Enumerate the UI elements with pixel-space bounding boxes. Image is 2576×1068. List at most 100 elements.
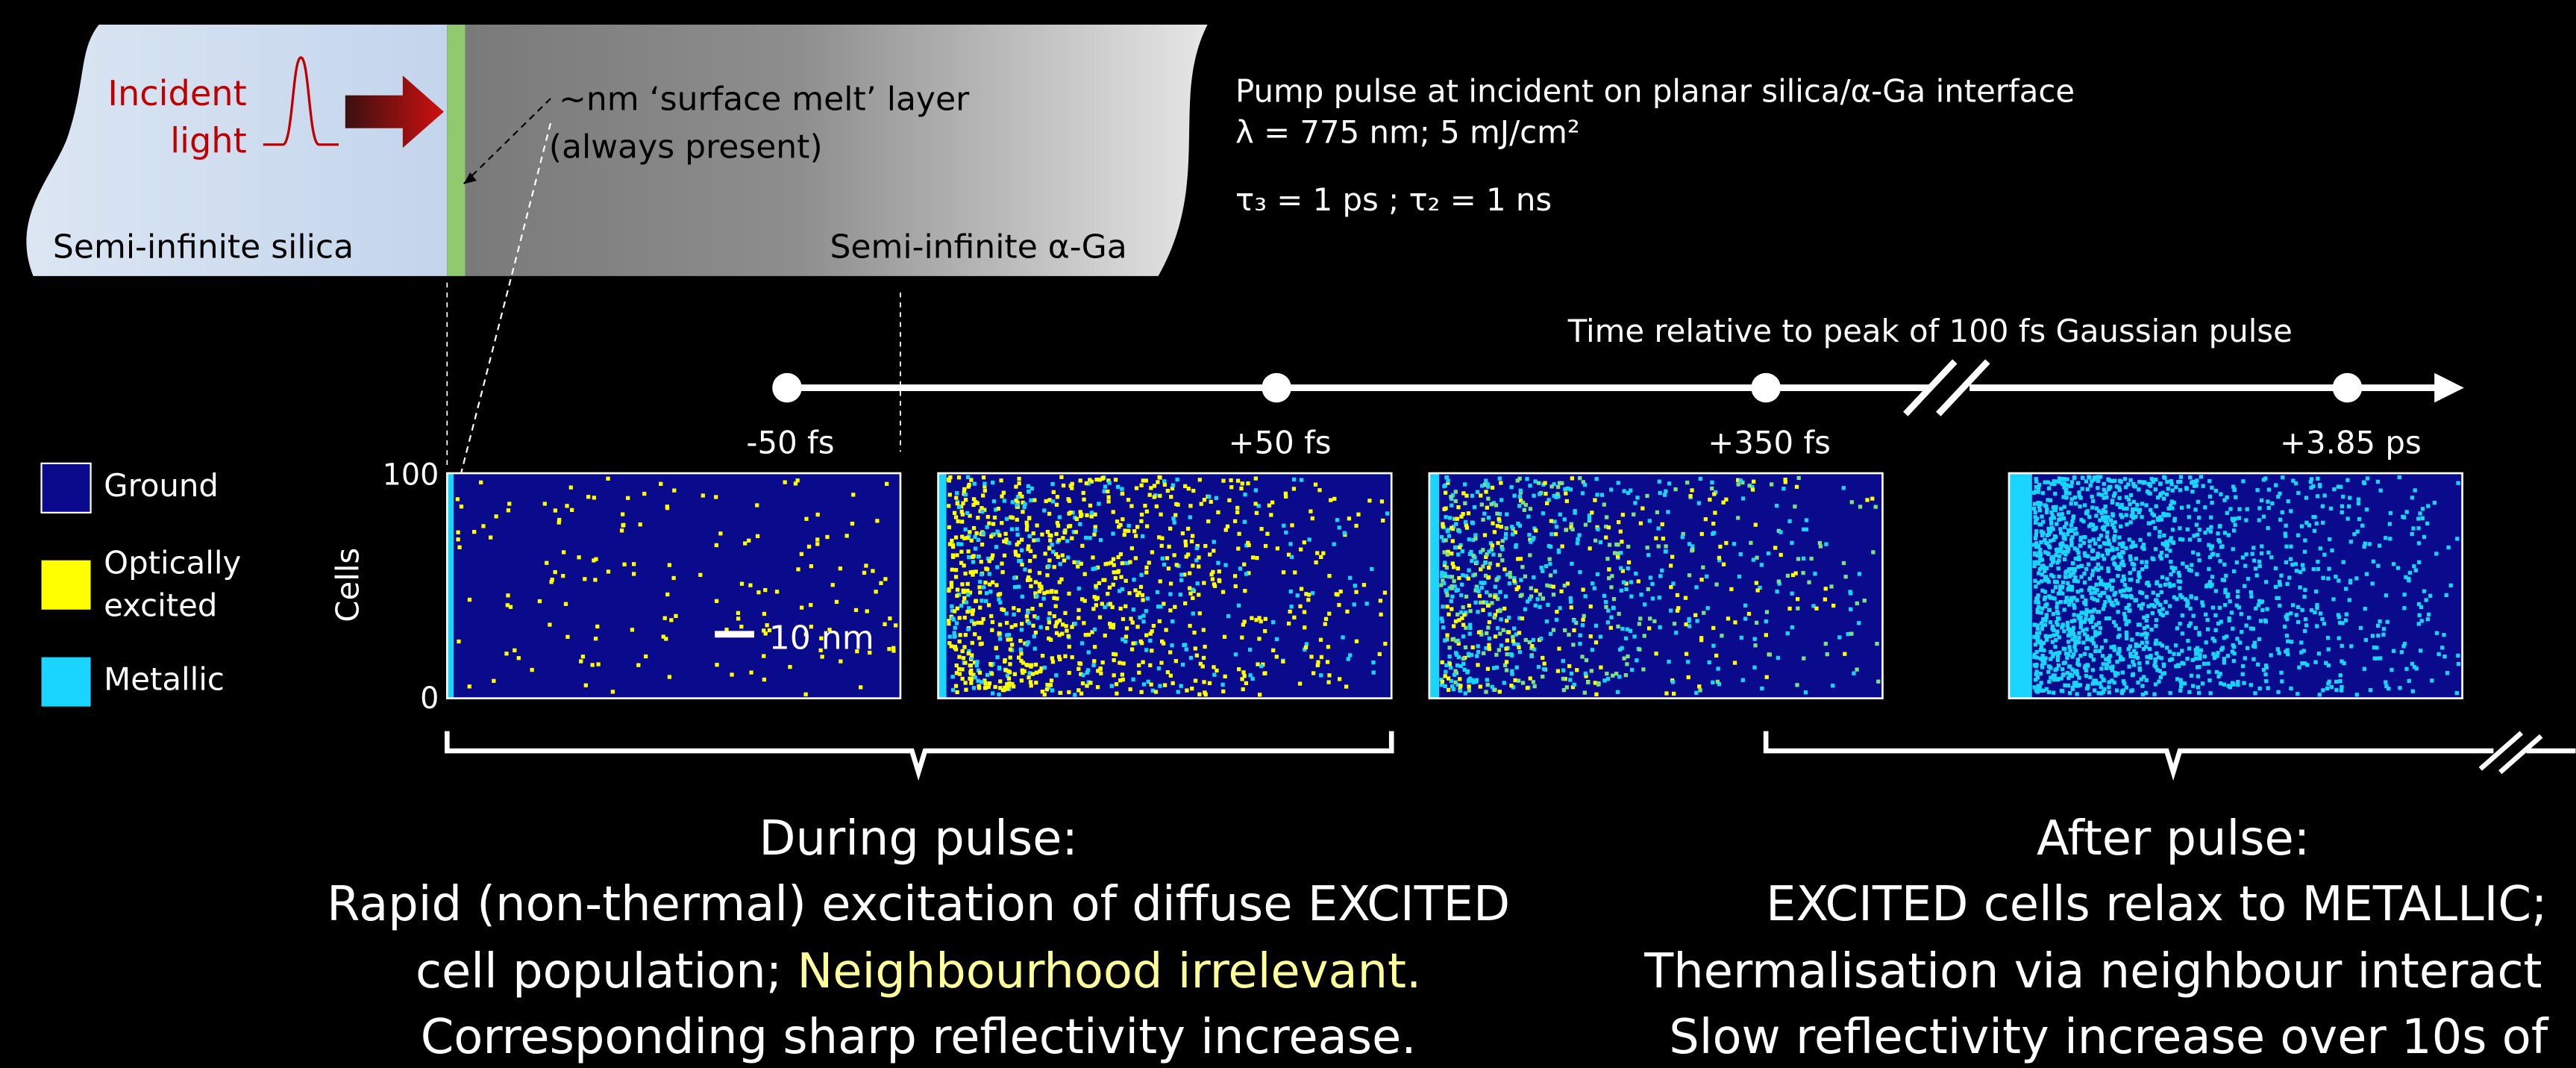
cell — [2219, 545, 2223, 549]
cell — [1466, 669, 1470, 673]
cell — [2289, 545, 2293, 549]
cell — [2187, 690, 2191, 694]
cell — [2099, 675, 2103, 678]
cell — [2099, 685, 2103, 689]
cell — [982, 475, 985, 479]
cell — [2084, 567, 2088, 571]
cell — [1121, 672, 1124, 676]
cell — [1093, 528, 1097, 532]
cell — [1477, 631, 1481, 634]
cell — [2313, 515, 2316, 519]
cell — [1118, 523, 1122, 527]
cell — [1525, 477, 1529, 481]
cell — [1483, 561, 1487, 565]
cell — [2099, 566, 2103, 569]
cell — [2181, 631, 2184, 635]
cell — [2421, 516, 2425, 520]
cell — [1171, 681, 1175, 685]
cell — [1067, 690, 1071, 694]
cell — [1103, 490, 1106, 493]
cell — [2102, 518, 2106, 522]
cell — [1570, 528, 1574, 531]
cell — [959, 561, 963, 565]
cell — [2209, 516, 2213, 519]
cell — [2295, 692, 2299, 696]
cell — [1491, 486, 1494, 490]
cell — [2104, 542, 2108, 546]
cell — [2061, 667, 2064, 671]
cell — [2046, 670, 2050, 674]
cell — [1458, 689, 1462, 693]
cell — [1818, 541, 1822, 545]
cell — [2116, 635, 2120, 639]
cell — [1015, 499, 1018, 502]
cell — [2319, 611, 2322, 615]
cell — [959, 604, 963, 608]
cell — [1284, 495, 1288, 499]
cell — [1380, 499, 1384, 503]
cell — [2087, 540, 2091, 543]
cell — [1514, 543, 1518, 547]
cell — [1343, 531, 1347, 535]
cell — [2082, 535, 2086, 539]
cell — [2076, 481, 2080, 485]
cell — [2094, 513, 2098, 517]
cell — [2113, 623, 2117, 627]
cell — [1068, 499, 1071, 503]
cell — [1807, 581, 1811, 584]
cell — [1814, 607, 1818, 610]
cell — [1021, 661, 1025, 664]
cell — [2086, 685, 2090, 689]
cell — [2165, 513, 2169, 516]
cell — [1519, 594, 1523, 598]
cell — [998, 601, 1002, 605]
cell — [2058, 549, 2062, 553]
cell — [2154, 658, 2157, 662]
cell — [2219, 681, 2222, 685]
cell — [2034, 515, 2037, 519]
cell — [2145, 640, 2149, 644]
cell — [592, 558, 595, 562]
cell — [2105, 666, 2108, 670]
timeline-label: +50 fs — [1228, 425, 1331, 461]
cell — [1537, 481, 1541, 485]
cell — [2129, 594, 2133, 598]
cell — [2158, 669, 2162, 672]
cell — [1020, 549, 1024, 552]
cell — [1025, 524, 1029, 528]
cell — [1491, 543, 1494, 547]
cell — [2297, 666, 2301, 669]
cell — [2198, 528, 2201, 531]
cell — [1226, 614, 1230, 618]
cell — [2304, 617, 2307, 621]
cell — [2037, 593, 2040, 597]
cell — [816, 513, 820, 516]
cell — [2129, 493, 2133, 497]
cell — [2226, 654, 2230, 658]
cell — [1127, 524, 1131, 528]
cell — [2402, 593, 2406, 596]
cell — [804, 517, 808, 521]
cell — [2251, 658, 2255, 661]
cell — [674, 614, 677, 618]
cell — [2156, 518, 2160, 522]
cell — [2208, 495, 2212, 499]
cell — [2208, 691, 2212, 695]
cell — [2073, 575, 2077, 579]
cell — [2211, 652, 2215, 656]
cell — [1347, 657, 1350, 661]
cell — [1517, 585, 1520, 589]
cell — [1233, 574, 1237, 578]
cell — [965, 511, 969, 515]
cell — [2204, 613, 2207, 616]
cell — [1849, 631, 1853, 635]
cell — [2154, 505, 2158, 508]
cell — [1062, 558, 1066, 562]
cell — [1458, 529, 1461, 533]
cell — [2054, 585, 2058, 589]
cell — [2187, 568, 2191, 572]
cell — [1439, 583, 1443, 587]
cell — [2246, 577, 2250, 581]
cell — [1676, 593, 1679, 597]
cell — [1504, 595, 1508, 599]
